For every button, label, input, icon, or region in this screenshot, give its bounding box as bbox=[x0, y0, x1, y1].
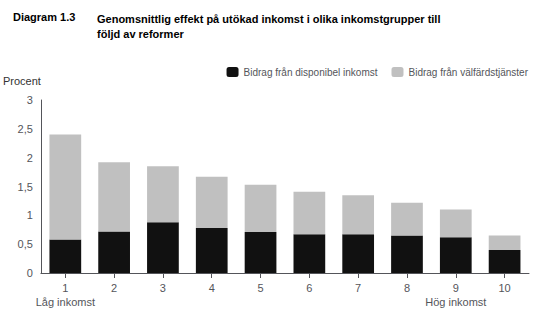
svg-text:3: 3 bbox=[27, 94, 33, 106]
svg-text:Diagram 1.3: Diagram 1.3 bbox=[13, 11, 75, 23]
svg-text:1: 1 bbox=[62, 282, 68, 294]
svg-text:8: 8 bbox=[404, 282, 410, 294]
svg-text:4: 4 bbox=[209, 282, 215, 294]
svg-text:9: 9 bbox=[453, 282, 459, 294]
svg-text:Bidrag från disponibel inkomst: Bidrag från disponibel inkomst bbox=[244, 67, 378, 78]
svg-text:Genomsnittlig effekt på utökad: Genomsnittlig effekt på utökad inkomst i… bbox=[97, 13, 441, 25]
svg-text:5: 5 bbox=[257, 282, 263, 294]
svg-text:2,5: 2,5 bbox=[18, 123, 33, 135]
svg-text:2: 2 bbox=[27, 152, 33, 164]
svg-text:Hög inkomst: Hög inkomst bbox=[425, 296, 486, 308]
svg-text:0,5: 0,5 bbox=[18, 238, 33, 250]
svg-text:7: 7 bbox=[355, 282, 361, 294]
svg-text:följd av reformer: följd av reformer bbox=[97, 28, 185, 40]
svg-text:10: 10 bbox=[498, 282, 510, 294]
svg-text:1: 1 bbox=[27, 209, 33, 221]
svg-text:6: 6 bbox=[306, 282, 312, 294]
svg-text:Procent: Procent bbox=[3, 75, 41, 87]
svg-text:Låg inkomst: Låg inkomst bbox=[36, 296, 95, 308]
svg-text:1,5: 1,5 bbox=[18, 181, 33, 193]
svg-text:Bidrag från välfärdstjänster: Bidrag från välfärdstjänster bbox=[408, 67, 528, 78]
svg-text:0: 0 bbox=[27, 267, 33, 279]
svg-text:3: 3 bbox=[160, 282, 166, 294]
svg-text:2: 2 bbox=[111, 282, 117, 294]
